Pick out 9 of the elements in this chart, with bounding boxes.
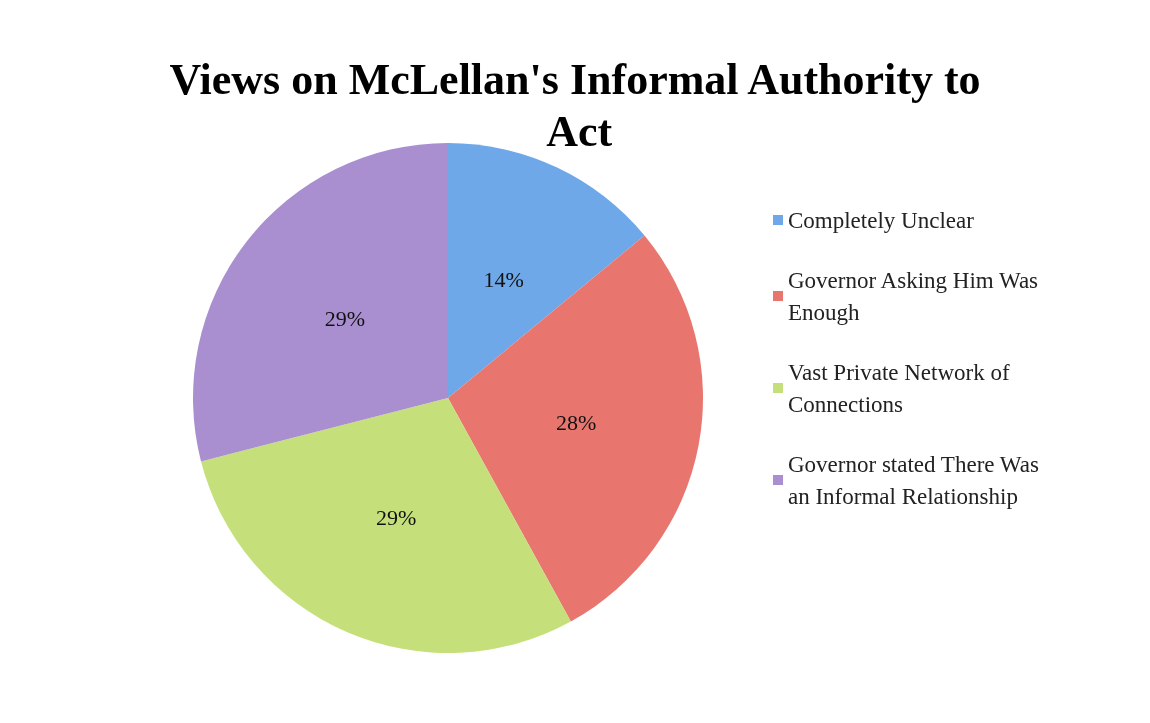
data-label: 14%	[483, 267, 524, 293]
data-label: 29%	[376, 505, 417, 531]
data-label: 29%	[324, 305, 366, 331]
legend-label: Governor stated There Was an Informal Relationship	[788, 451, 1045, 509]
legend-label: Completely Unclear	[788, 207, 975, 233]
chart-title: Views on McLellan's Informal Authority to Act	[169, 54, 981, 156]
data-label: 28%	[556, 409, 597, 435]
legend-label: Vast Private Network of Connections	[788, 359, 1016, 417]
legend-label: Governor Asking Him Was Enough	[788, 267, 1044, 325]
